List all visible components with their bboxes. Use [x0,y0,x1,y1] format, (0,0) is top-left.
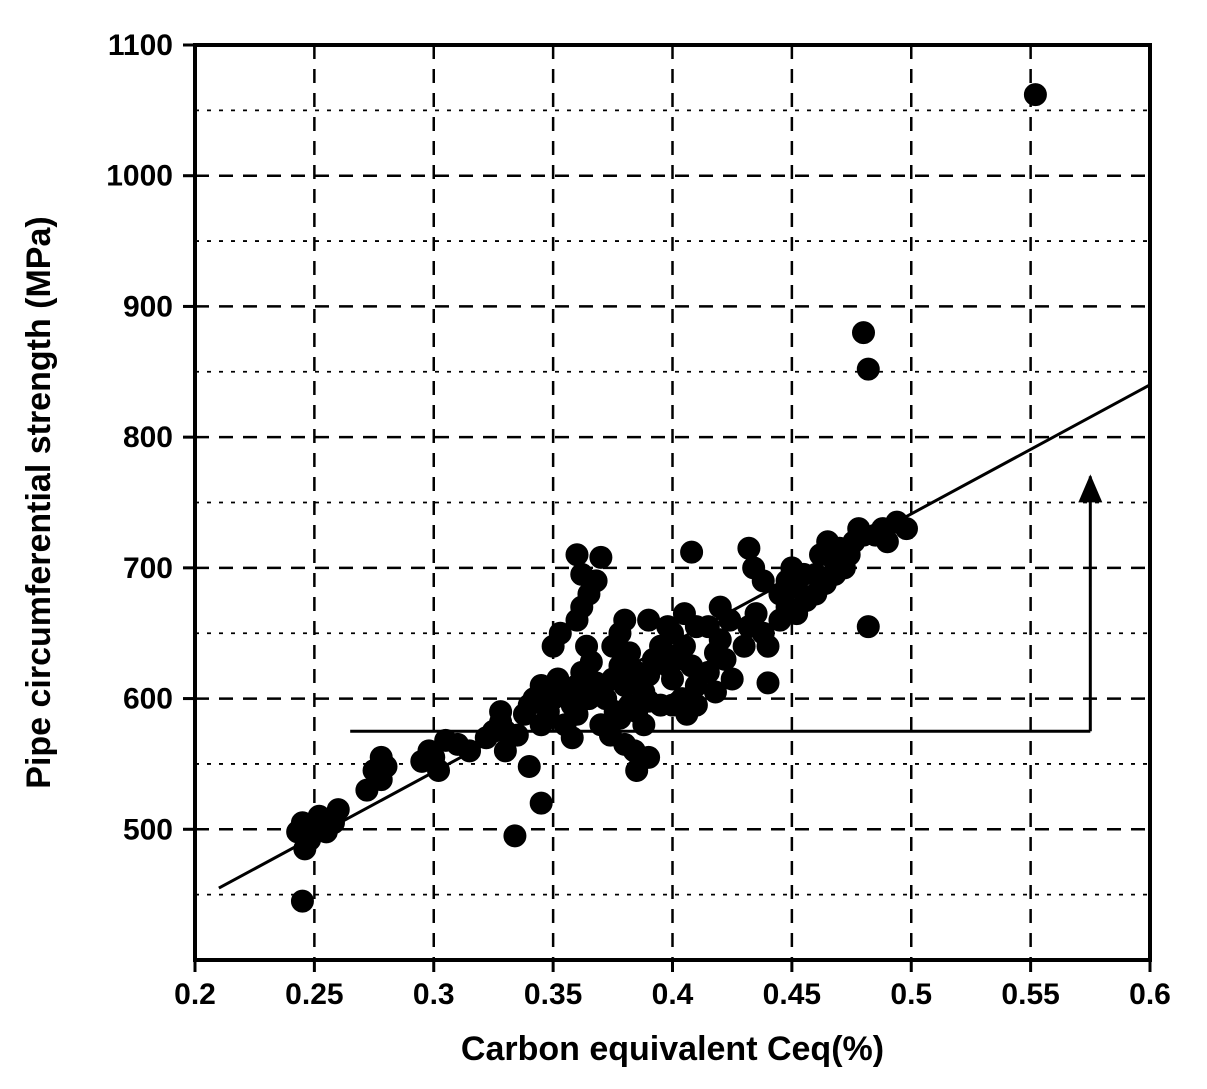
chart-background [0,0,1207,1089]
data-point [757,672,779,694]
x-tick-label: 0.55 [1001,978,1059,1011]
x-tick-label: 0.6 [1129,978,1171,1011]
scatter-chart: 0.2 0.25 0.3 0.35 0.4 0.45 0.5 0.55 0.6 500 600 700… [0,0,1207,1089]
data-point [566,703,588,725]
y-tick-label: 700 [123,552,173,585]
data-point [633,714,655,736]
data-point [614,609,636,631]
data-point [294,838,316,860]
data-point [738,537,760,559]
data-point [857,616,879,638]
x-tick-label: 0.25 [285,978,343,1011]
data-point [697,616,719,638]
data-point [685,694,707,716]
data-point [504,825,526,847]
data-point [585,570,607,592]
data-point [566,544,588,566]
data-point [662,668,684,690]
x-tick-label: 0.35 [524,978,582,1011]
data-point [506,724,528,746]
chart-svg: 0.2 0.25 0.3 0.35 0.4 0.45 0.5 0.55 0.6 500 600 700… [0,0,1207,1089]
data-point [580,651,602,673]
data-point [857,358,879,380]
y-axis-label: Pipe circumferential strength (MPa) [20,216,58,788]
data-point [745,603,767,625]
data-point [704,681,726,703]
data-point [714,648,736,670]
data-point [662,622,684,644]
data-point [561,727,583,749]
x-tick-label: 0.4 [652,978,694,1011]
y-tick-label: 600 [123,683,173,716]
data-point [291,890,313,912]
data-point [853,322,875,344]
x-tick-label: 0.45 [763,978,821,1011]
data-point [1024,84,1046,106]
data-point [876,531,898,553]
data-point [733,635,755,657]
x-tick-label: 0.3 [413,978,455,1011]
data-point [375,756,397,778]
y-tick-label: 800 [123,421,173,454]
data-point [590,546,612,568]
y-tick-label: 1100 [108,29,173,62]
data-point [530,792,552,814]
y-tick-label: 500 [123,813,173,846]
y-tick-label: 900 [123,290,173,323]
data-point [428,759,450,781]
data-point [327,799,349,821]
y-tick-label: 1000 [106,160,173,193]
data-point [757,635,779,657]
data-point [619,642,641,664]
data-point [518,756,540,778]
data-point [681,541,703,563]
data-point [895,518,917,540]
x-axis-label: Carbon equivalent Ceq(%) [461,1030,884,1068]
data-point [490,701,512,723]
data-point [838,544,860,566]
x-tick-label: 0.2 [174,978,216,1011]
x-tick-label: 0.5 [890,978,932,1011]
data-point [638,746,660,768]
